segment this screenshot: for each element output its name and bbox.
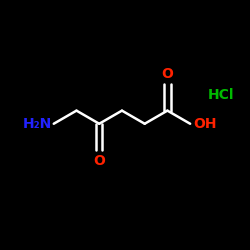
Text: OH: OH — [193, 117, 217, 131]
Text: O: O — [162, 66, 173, 80]
Text: O: O — [93, 154, 105, 168]
Text: H₂N: H₂N — [22, 117, 52, 131]
Text: HCl: HCl — [208, 88, 234, 102]
